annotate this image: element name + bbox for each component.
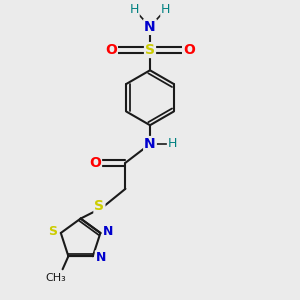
Text: H: H [161, 3, 171, 16]
Text: N: N [96, 251, 106, 264]
Text: S: S [94, 199, 104, 213]
Text: N: N [144, 137, 156, 151]
Text: O: O [89, 156, 101, 170]
Text: S: S [48, 225, 57, 238]
Text: CH₃: CH₃ [46, 273, 66, 284]
Text: O: O [105, 43, 117, 57]
Text: H: H [168, 137, 177, 151]
Text: S: S [145, 43, 155, 57]
Text: O: O [183, 43, 195, 57]
Text: N: N [144, 20, 156, 34]
Text: N: N [103, 225, 114, 238]
Text: H: H [129, 3, 139, 16]
